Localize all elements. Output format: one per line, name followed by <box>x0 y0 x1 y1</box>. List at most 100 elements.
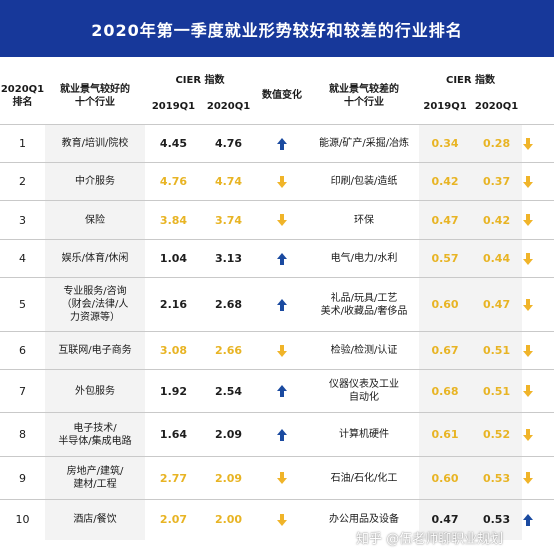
bad-industry-name: 电气/电力/水利 <box>309 239 420 278</box>
bad-change-cell <box>522 200 554 240</box>
bad-2019-value: 0.47 <box>419 200 472 240</box>
good-change-cell <box>255 162 310 201</box>
bad-2020-value: 0.42 <box>471 200 523 240</box>
table-row: 1 教育/培训/院校 4.45 4.76 能源/矿产/采掘/冶炼 0.34 0.28 <box>0 124 554 163</box>
bad-2019-value: 0.60 <box>419 456 472 500</box>
rank-cell: 3 <box>0 200 45 240</box>
bad-2020-value: 0.53 <box>471 456 523 500</box>
bad-industry-name: 环保 <box>309 200 420 240</box>
good-2020-value: 2.54 <box>202 369 256 413</box>
bad-change-header <box>522 67 554 125</box>
arrow-down-icon <box>277 214 288 226</box>
arrow-down-icon <box>523 214 534 226</box>
bad-2020-value: 0.53 <box>471 499 523 540</box>
good-industry-name: 酒店/餐饮 <box>45 499 145 540</box>
good-industry-name: 房地产/建筑/建材/工程 <box>45 456 145 500</box>
ranking-table-wrapper: 2020Q1 排名 就业景气较好的 十个行业 CIER 指数 数值变化 就业景气较差… <box>0 67 554 559</box>
bad-2020-value: 0.47 <box>471 277 523 332</box>
bad-2019-value: 0.61 <box>419 412 472 457</box>
good-change-cell <box>255 412 310 457</box>
good-2019-header: 2019Q1 <box>151 101 196 112</box>
good-industry-name: 教育/培训/院校 <box>45 124 145 163</box>
good-2019-value: 4.76 <box>145 162 202 201</box>
good-2019-value: 1.92 <box>145 369 202 413</box>
bad-change-cell <box>522 331 554 370</box>
bad-2020-value: 0.52 <box>471 412 523 457</box>
bad-2019-value: 0.67 <box>419 331 472 370</box>
arrow-up-icon <box>277 137 288 150</box>
arrow-down-icon <box>277 175 288 188</box>
arrow-up-icon <box>277 385 288 397</box>
good-2020-value: 4.74 <box>202 162 256 201</box>
good-2020-value: 2.68 <box>202 277 256 332</box>
good-2020-value: 3.74 <box>202 200 256 240</box>
bad-industry-name: 仪器仪表及工业 自动化 <box>309 369 420 413</box>
good-change-cell <box>255 331 310 370</box>
rank-cell: 8 <box>0 412 45 457</box>
good-2020-value: 2.66 <box>202 331 256 370</box>
good-industry-name: 互联网/电子商务 <box>45 331 145 370</box>
bad-industry-name: 印刷/包装/造纸 <box>309 162 420 201</box>
good-industry-name: 娱乐/体育/休闲 <box>45 239 145 278</box>
rank-cell: 7 <box>0 369 45 413</box>
arrow-up-icon <box>523 513 534 526</box>
good-change-cell <box>255 456 310 500</box>
good-2020-value: 2.09 <box>202 456 256 500</box>
bad-change-cell <box>522 369 554 413</box>
table-row: 5 专业服务/咨询 （财会/法律/人 力资源等） 2.16 2.68 礼品/玩具/工艺 美术/… <box>0 277 554 332</box>
bad-change-cell <box>522 499 554 540</box>
good-change-cell <box>255 499 310 540</box>
bad-industry-name: 能源/矿产/采掘/冶炼 <box>309 124 420 163</box>
good-2019-value: 2.77 <box>145 456 202 500</box>
good-2019-value: 3.84 <box>145 200 202 240</box>
page-title: 2020年第一季度就业形势较好和较差的行业排名 <box>0 0 554 57</box>
good-industry-header: 就业景气较好的 十个行业 <box>60 83 130 108</box>
ranking-table: 2020Q1 排名 就业景气较好的 十个行业 CIER 指数 数值变化 就业景气较差… <box>0 67 554 540</box>
arrow-down-icon <box>523 252 534 265</box>
bad-industry-name: 礼品/玩具/工艺 美术/收藏品/奢侈品 <box>309 277 420 332</box>
bad-change-cell <box>522 162 554 201</box>
table-row: 10 酒店/餐饮 2.07 2.00 办公用品及设备 0.47 0.53 <box>0 499 554 540</box>
bad-change-cell <box>522 239 554 278</box>
bad-2020-header: 2020Q1 <box>474 101 519 112</box>
good-change-cell <box>255 124 310 163</box>
good-industry-name: 专业服务/咨询 （财会/法律/人 力资源等） <box>45 277 145 332</box>
rank-cell: 1 <box>0 124 45 163</box>
bad-2020-value: 0.44 <box>471 239 523 278</box>
cier-bad-header: CIER 指数 <box>445 75 496 86</box>
rank-cell: 9 <box>0 456 45 500</box>
rank-cell: 2 <box>0 162 45 201</box>
bad-industry-name: 办公用品及设备 <box>309 499 420 540</box>
arrow-up-icon <box>277 252 288 265</box>
bad-2020-value: 0.37 <box>471 162 523 201</box>
good-change-cell <box>255 369 310 413</box>
bad-2020-value: 0.51 <box>471 369 523 413</box>
watermark: 知乎 @伍老师聊职业规划 <box>356 532 504 547</box>
good-2019-value: 4.45 <box>145 124 202 163</box>
good-change-cell <box>255 200 310 240</box>
rank-cell: 4 <box>0 239 45 278</box>
good-industry-name: 中介服务 <box>45 162 145 201</box>
good-change-cell <box>255 277 310 332</box>
good-2019-value: 1.64 <box>145 412 202 457</box>
bad-industry-name: 计算机硬件 <box>309 412 420 457</box>
bad-industry-name: 石油/石化/化工 <box>309 456 420 500</box>
table-row: 9 房地产/建筑/建材/工程 2.77 2.09 石油/石化/化工 0.60 0.53 <box>0 456 554 500</box>
arrow-down-icon <box>523 175 534 188</box>
arrow-down-icon <box>523 385 534 397</box>
bad-2019-value: 0.68 <box>419 369 472 413</box>
bad-change-cell <box>522 412 554 457</box>
bad-2019-header: 2019Q1 <box>423 101 467 112</box>
good-change-cell <box>255 239 310 278</box>
bad-2019-value: 0.42 <box>419 162 472 201</box>
rank-cell: 5 <box>0 277 45 332</box>
table-row: 6 互联网/电子商务 3.08 2.66 检验/检测/认证 0.67 0.51 <box>0 331 554 370</box>
good-2020-value: 2.00 <box>202 499 256 540</box>
cier-good-header: CIER 指数 <box>175 75 225 86</box>
rank-cell: 6 <box>0 331 45 370</box>
good-2020-value: 3.13 <box>202 239 256 278</box>
rank-cell: 10 <box>0 499 45 540</box>
bad-change-cell <box>522 456 554 500</box>
table-row: 8 电子技术/半导体/集成电路 1.64 2.09 计算机硬件 0.61 0.52 <box>0 412 554 457</box>
bad-industry-name: 检验/检测/认证 <box>309 331 420 370</box>
